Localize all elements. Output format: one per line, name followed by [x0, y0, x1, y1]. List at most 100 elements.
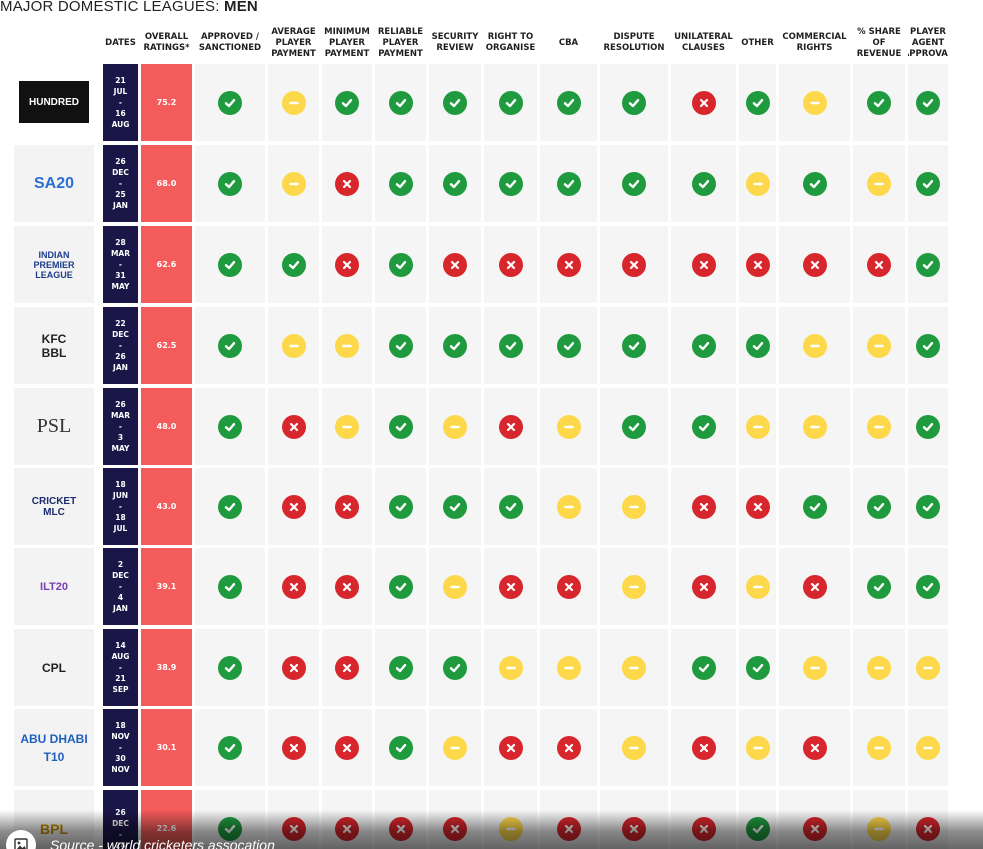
cross-icon [443, 252, 467, 277]
criterion-cell [429, 468, 481, 545]
criterion-cell [195, 145, 265, 222]
criterion-cell [268, 468, 319, 545]
table-row: PSL 26 MAR - 3 MAY 48.0 [0, 388, 983, 465]
column-header-player-agent-approval: PLAYER AGENT APPROVAL [908, 26, 948, 59]
table-row: CPL 14 AUG - 21 SEP 38.9 [0, 629, 983, 706]
criterion-cell [375, 64, 426, 141]
criterion-cell [375, 307, 426, 384]
criterion-cell [853, 64, 905, 141]
table-row: ILT20 2 DEC - 4 JAN 39.1 [0, 548, 983, 625]
criterion-cell [268, 629, 319, 706]
cross-icon [691, 252, 716, 277]
check-icon [388, 90, 413, 115]
table-title: MAJOR DOMESTIC LEAGUES: MEN [0, 0, 258, 15]
criterion-cell [671, 548, 736, 625]
check-icon [443, 494, 467, 519]
cross-icon [556, 252, 581, 277]
criterion-cell [268, 709, 319, 786]
criterion-cell [671, 709, 736, 786]
check-icon [916, 574, 940, 599]
criterion-cell [739, 468, 776, 545]
criterion-cell [195, 226, 265, 303]
check-icon [556, 171, 581, 196]
check-icon [745, 655, 770, 680]
minus-icon [802, 333, 827, 358]
check-icon [691, 333, 716, 358]
cross-icon [802, 574, 827, 599]
cross-icon [335, 574, 359, 599]
criterion-cell [375, 226, 426, 303]
cross-icon [281, 574, 306, 599]
cross-icon [498, 414, 523, 439]
check-icon [443, 655, 467, 680]
minus-icon [556, 655, 581, 680]
criterion-cell [268, 548, 319, 625]
minus-icon [281, 333, 306, 358]
criterion-cell [484, 629, 537, 706]
criterion-cell [540, 548, 597, 625]
check-icon [556, 90, 581, 115]
criterion-cell [429, 629, 481, 706]
minus-icon [443, 414, 467, 439]
criterion-cell [195, 388, 265, 465]
check-icon [916, 494, 940, 519]
check-icon [867, 90, 891, 115]
minus-icon [802, 655, 827, 680]
criterion-cell [322, 145, 372, 222]
cross-icon [556, 574, 581, 599]
check-icon [218, 414, 242, 439]
criterion-cell [195, 468, 265, 545]
criterion-cell [195, 307, 265, 384]
criterion-cell [322, 388, 372, 465]
criterion-cell [268, 145, 319, 222]
criterion-cell [484, 388, 537, 465]
check-icon [498, 171, 523, 196]
criterion-cell [853, 145, 905, 222]
image-info-icon[interactable] [6, 830, 36, 849]
criterion-cell [739, 145, 776, 222]
criterion-cell [908, 307, 948, 384]
table-row: KFC BBL 22 DEC - 26 JAN 62.5 [0, 307, 983, 384]
overall-rating: 39.1 [141, 548, 192, 625]
check-icon [388, 735, 413, 760]
column-header-commercial-rights: COMMERCIAL RIGHTS [782, 32, 847, 53]
cross-icon [867, 252, 891, 277]
criterion-cell [600, 548, 668, 625]
minus-icon [443, 735, 467, 760]
check-icon [867, 494, 891, 519]
criterion-cell [268, 388, 319, 465]
table-row: CRICKET MLC 18 JUN - 18 JUL 43.0 [0, 468, 983, 545]
criterion-cell [484, 548, 537, 625]
criterion-cell [908, 226, 948, 303]
check-icon [218, 90, 242, 115]
criterion-cell [268, 307, 319, 384]
cross-icon [335, 655, 359, 680]
criterion-cell [671, 468, 736, 545]
check-icon [443, 333, 467, 358]
table-row: INDIAN PREMIER LEAGUE 28 MAR - 31 MAY 62.6 [0, 226, 983, 303]
caption-bar: Source - world cricketers assocation [0, 810, 983, 849]
criterion-cell [600, 629, 668, 706]
check-icon [443, 171, 467, 196]
criterion-cell [671, 388, 736, 465]
criterion-cell [853, 629, 905, 706]
check-icon [622, 171, 646, 196]
criterion-cell [540, 64, 597, 141]
check-icon [745, 333, 770, 358]
column-header-dates: DATES [105, 37, 136, 48]
criterion-cell [540, 468, 597, 545]
cross-icon [281, 655, 306, 680]
criterion-cell [268, 64, 319, 141]
criterion-cell [540, 629, 597, 706]
check-icon [218, 494, 242, 519]
minus-icon [802, 90, 827, 115]
cross-icon [335, 735, 359, 760]
cross-icon [745, 494, 770, 519]
cross-icon [691, 90, 716, 115]
criterion-cell [484, 226, 537, 303]
criterion-cell [600, 388, 668, 465]
overall-rating: 62.6 [141, 226, 192, 303]
minus-icon [622, 735, 646, 760]
overall-rating: 48.0 [141, 388, 192, 465]
minus-icon [335, 333, 359, 358]
